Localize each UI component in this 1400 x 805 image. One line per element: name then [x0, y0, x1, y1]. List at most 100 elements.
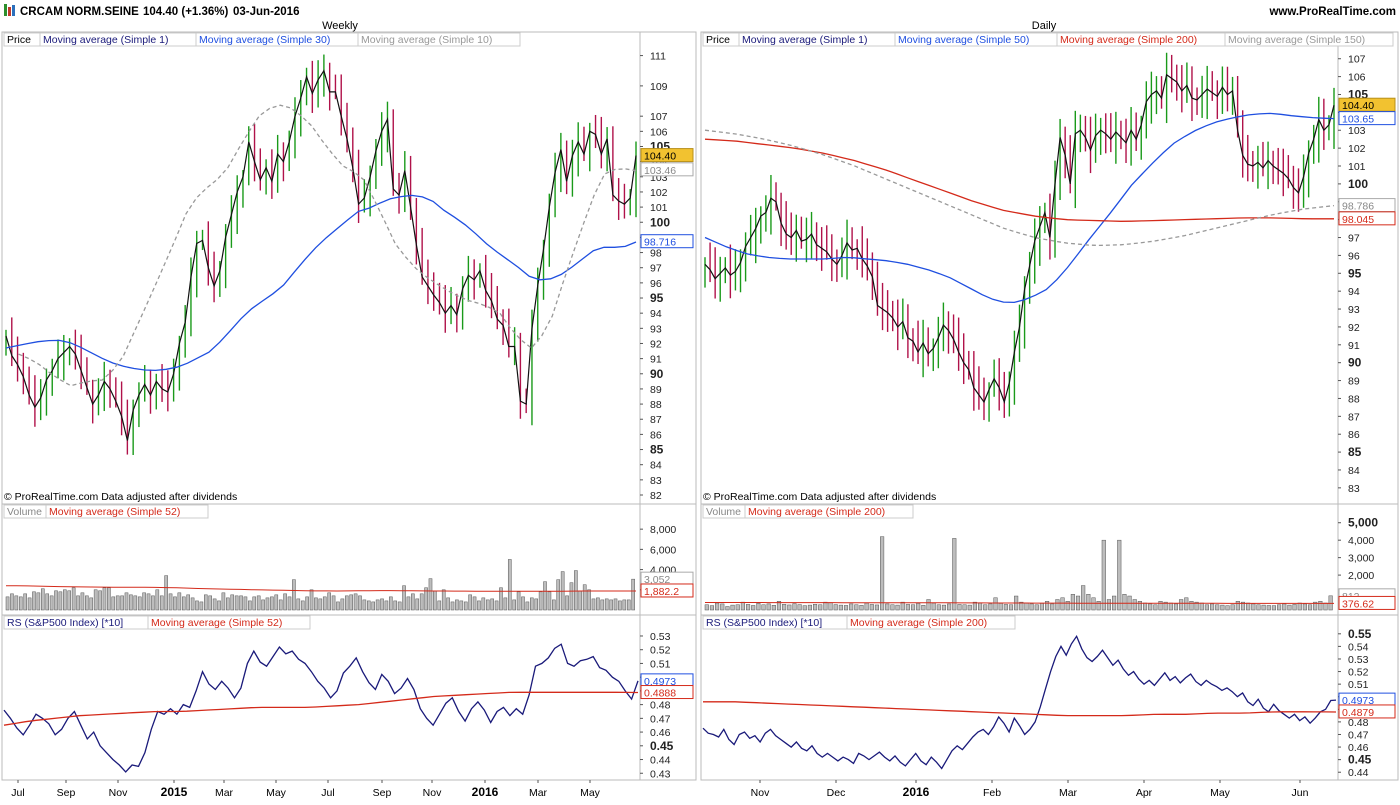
- volume-bar: [1060, 597, 1065, 611]
- volume-bar: [1081, 585, 1086, 611]
- volume-bar: [530, 597, 534, 611]
- volume-bar: [587, 589, 591, 611]
- volume-bar: [309, 589, 314, 611]
- volume-bar: [709, 605, 715, 611]
- legend-item: RS (S&P500 Index) [*10]: [706, 617, 822, 629]
- volume-bar: [54, 590, 58, 611]
- volume-bar: [1199, 602, 1204, 611]
- y-tick-label: 93: [1348, 304, 1360, 316]
- volume-bar: [248, 600, 252, 611]
- volume-bar: [490, 598, 494, 611]
- y-tick-label: 0.51: [650, 658, 671, 670]
- copyright-footer: © ProRealTime.com Data adjusted after di…: [703, 491, 936, 503]
- y-tick-label: 0.44: [650, 755, 671, 767]
- volume-bar: [525, 601, 530, 611]
- value-badge-label: 104.40: [1342, 100, 1374, 112]
- volume-bar: [446, 597, 450, 611]
- volume-bar: [1240, 601, 1246, 611]
- volume-bar: [226, 597, 230, 611]
- volume-bar: [419, 593, 424, 611]
- y-tick-label: 0.51: [1348, 679, 1369, 691]
- volume-bar: [574, 570, 578, 611]
- y-tick-label: 106: [650, 126, 668, 138]
- volume-ma-line: [5, 585, 636, 592]
- volume-bar: [274, 594, 279, 611]
- volume-bar: [900, 601, 905, 611]
- volume-bar: [102, 587, 107, 611]
- legend-box: [357, 32, 521, 47]
- volume-bar: [534, 598, 539, 611]
- volume-bar: [221, 592, 226, 611]
- volume-bar: [1292, 604, 1297, 611]
- volume-bar: [49, 595, 54, 611]
- volume-bar: [983, 604, 988, 611]
- value-badge: [640, 148, 694, 163]
- y-tick-label: 89: [650, 384, 662, 396]
- volume-bar: [32, 591, 36, 611]
- volume-bar: [569, 582, 574, 611]
- y-tick-label: 92: [650, 338, 662, 350]
- volume-bar: [1163, 601, 1168, 611]
- volume-bar: [164, 575, 168, 611]
- volume-bar: [336, 601, 340, 611]
- site-url: www.ProRealTime.com: [1268, 6, 1396, 18]
- volume-bar: [437, 600, 442, 611]
- volume-bar: [344, 595, 349, 611]
- volume-bar: [1050, 603, 1055, 611]
- volume-bar: [1008, 604, 1014, 611]
- volume-bar: [1184, 597, 1189, 611]
- volume-bar: [133, 595, 138, 611]
- volume-bar: [838, 604, 843, 611]
- y-tick-label: 85: [650, 443, 664, 457]
- volume-bar: [967, 604, 972, 611]
- y-tick-label: 84: [650, 460, 662, 472]
- moving-average-line: [704, 112, 1335, 304]
- volume-bar: [151, 595, 155, 611]
- x-tick-label: Nov: [109, 787, 128, 799]
- value-badge: [1338, 111, 1396, 126]
- volume-bar: [735, 604, 740, 611]
- volume-bar: [1251, 603, 1256, 611]
- volume-bar: [516, 591, 521, 611]
- legend-item: Moving average (Simple 10): [361, 34, 492, 46]
- volume-bar: [428, 578, 433, 611]
- volume-bar: [327, 592, 331, 611]
- y-tick-label: 0.43: [650, 768, 671, 780]
- y-tick-label: 3,000: [1348, 553, 1374, 565]
- rs-ma-line: [703, 701, 1337, 717]
- x-tick-label: Mar: [215, 787, 234, 799]
- volume-bar: [477, 600, 481, 611]
- y-tick-label: 0.53: [650, 631, 671, 643]
- legend-item: Moving average (Simple 150): [1228, 34, 1365, 46]
- y-tick-label: 96: [1348, 250, 1360, 262]
- volume-bar: [1055, 599, 1060, 611]
- volume-bar: [463, 601, 468, 611]
- y-tick-label: 83: [650, 475, 662, 487]
- value-badge: [1338, 704, 1396, 719]
- y-tick-label: 97: [650, 263, 662, 275]
- symbol-title: CRCAM NORM.SEINE: [20, 6, 139, 18]
- volume-bar: [859, 605, 864, 611]
- y-tick-label: 85: [1348, 445, 1362, 459]
- value-badge-label: 1,882.2: [644, 586, 679, 598]
- volume-bar: [340, 598, 345, 611]
- value-badge-label: 98.716: [644, 237, 676, 249]
- volume-bar: [1323, 602, 1328, 611]
- y-tick-label: 86: [650, 429, 662, 441]
- volume-bar: [349, 594, 353, 611]
- y-tick-label: 5,000: [1348, 516, 1378, 530]
- price-panel: 8283848586878889909192939495969798991001…: [3, 32, 694, 503]
- volume-bar: [1003, 604, 1008, 611]
- y-tick-label: 0.45: [650, 739, 674, 753]
- volume-bar: [849, 603, 854, 611]
- volume-bar: [358, 595, 362, 611]
- volume-bar: [397, 601, 402, 611]
- volume-bar: [507, 559, 512, 611]
- y-tick-label: 0.53: [1348, 654, 1369, 666]
- y-tick-label: 0.44: [1348, 767, 1369, 779]
- value-badge: [640, 583, 694, 598]
- volume-bar: [58, 591, 63, 611]
- y-tick-label: 96: [650, 278, 662, 290]
- legend-box: [744, 504, 914, 519]
- price-line: [5, 69, 637, 441]
